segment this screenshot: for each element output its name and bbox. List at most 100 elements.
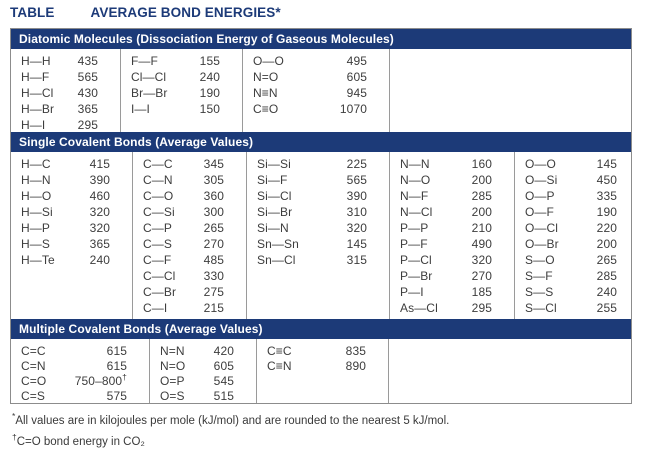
bond-row: Sn—Cl 315 [247, 252, 389, 268]
bond-value: 160 [471, 157, 492, 171]
bond-label: C=C [21, 343, 46, 358]
bond-row: H—C 415 [11, 156, 132, 172]
bond-row: O—P 335 [515, 188, 631, 204]
bond-value: 605 [346, 70, 367, 84]
bond-label: Cl—Cl [131, 70, 167, 84]
bond-row: I—I 150 [121, 101, 242, 117]
bond-label: H—O [21, 189, 52, 203]
bond-label: N=O [253, 70, 279, 84]
bond-label: Sn—Cl [257, 253, 296, 267]
bond-row: N=N 420 [150, 343, 256, 358]
bond-row: C—I 215 [133, 300, 246, 316]
bond-label: P—P [400, 221, 429, 235]
bond-value: 200 [596, 237, 617, 251]
bond-value: 565 [346, 173, 367, 187]
bond-value: 750–800† [74, 371, 127, 388]
bond-row: H—I 295 [11, 117, 120, 133]
bond-row: S—S 240 [515, 284, 631, 300]
bond-value: 495 [346, 54, 367, 68]
bond-column-empty [388, 339, 631, 403]
bond-row: H—Cl 430 [11, 85, 120, 101]
bond-column: N=N 420 N=O 605 O=P 545 O=S 515 [149, 339, 256, 403]
bond-label: As—Cl [400, 301, 438, 315]
bond-row: H—Br 365 [11, 101, 120, 117]
bond-label: H—Cl [21, 86, 54, 100]
bond-row: C=O 750–800† [11, 371, 149, 388]
bond-label: H—C [21, 157, 51, 171]
bond-value: 565 [77, 70, 98, 84]
bond-row: S—F 285 [515, 268, 631, 284]
bond-label: H—I [21, 118, 46, 132]
bond-label: S—O [525, 253, 555, 267]
bond-value: 155 [199, 54, 220, 68]
bond-value: 575 [106, 388, 127, 403]
bond-label: S—F [525, 269, 553, 283]
bond-row: C≡N 890 [257, 358, 388, 373]
bond-value: 485 [203, 253, 224, 267]
bond-label: Si—Cl [257, 189, 292, 203]
bond-value: 215 [203, 301, 224, 315]
bond-value: 315 [346, 253, 367, 267]
bond-label: O—O [525, 157, 556, 171]
bond-value: 190 [199, 86, 220, 100]
bond-row: Si—Br 310 [247, 204, 389, 220]
bond-row: N≡N 945 [243, 85, 389, 101]
bond-value: 390 [346, 189, 367, 203]
bond-row: O—Br 200 [515, 236, 631, 252]
bond-value: 320 [471, 253, 492, 267]
bond-row: N=O 605 [243, 69, 389, 85]
bond-label: C—Si [143, 205, 175, 219]
bond-row: N—F 285 [390, 188, 514, 204]
bond-label: P—Cl [400, 253, 432, 267]
bond-value: 270 [203, 237, 224, 251]
bond-label: O—Br [525, 237, 559, 251]
bond-value: 200 [471, 173, 492, 187]
bond-row: H—N 390 [11, 172, 132, 188]
bond-row: S—Cl 255 [515, 300, 631, 316]
bond-value: 945 [346, 86, 367, 100]
bond-value: 320 [346, 221, 367, 235]
bond-column: C—C 345 C—N 305 C—O 360 C—Si 300 C—P 265 C—S 270 C—F… [132, 152, 246, 319]
bond-label: O—O [253, 54, 284, 68]
bond-row: C—Cl 330 [133, 268, 246, 284]
bond-value: 240 [596, 285, 617, 299]
bond-row: Cl—Cl 240 [121, 69, 242, 85]
bond-label: S—Cl [525, 301, 557, 315]
bond-row: Sn—Sn 145 [247, 236, 389, 252]
bond-row: O=P 545 [150, 373, 256, 388]
bond-label: Si—Si [257, 157, 291, 171]
bond-label: O—Cl [525, 221, 559, 235]
bond-label: C=O [21, 373, 47, 388]
bond-row: O—O 145 [515, 156, 631, 172]
bond-row: C—O 360 [133, 188, 246, 204]
bond-label: C—Br [143, 285, 177, 299]
bond-value: 460 [89, 189, 110, 203]
section-body-diatomic: H—H 435 H—F 565 H—Cl 430 H—Br 365 H—I 295 F—F 155 C… [11, 49, 631, 132]
bond-row: Si—Cl 390 [247, 188, 389, 204]
bond-row: C—F 485 [133, 252, 246, 268]
bond-label: N—O [400, 173, 431, 187]
bond-label: H—Si [21, 205, 53, 219]
bond-label: O=S [160, 388, 185, 403]
bond-label: C=N [21, 358, 46, 373]
bond-value: 490 [471, 237, 492, 251]
bond-label: N=N [160, 343, 185, 358]
bond-label: H—H [21, 54, 51, 68]
bond-value: 285 [596, 269, 617, 283]
bond-column: C≡C 835 C≡N 890 [256, 339, 388, 403]
bond-value: 285 [471, 189, 492, 203]
bond-row: H—P 320 [11, 220, 132, 236]
bond-label: Si—N [257, 221, 289, 235]
bond-value: 605 [213, 358, 234, 373]
bond-label: P—Br [400, 269, 433, 283]
bond-row: H—S 365 [11, 236, 132, 252]
bond-row: P—P 210 [390, 220, 514, 236]
bond-row: N—O 200 [390, 172, 514, 188]
bond-label: C—S [143, 237, 172, 251]
bond-row: C—Br 275 [133, 284, 246, 300]
table-title-label: TABLE [10, 5, 55, 20]
bond-label: C≡C [267, 343, 292, 358]
bond-label: C≡N [267, 358, 292, 373]
bond-label: Si—Br [257, 205, 293, 219]
bond-value: 365 [89, 237, 110, 251]
